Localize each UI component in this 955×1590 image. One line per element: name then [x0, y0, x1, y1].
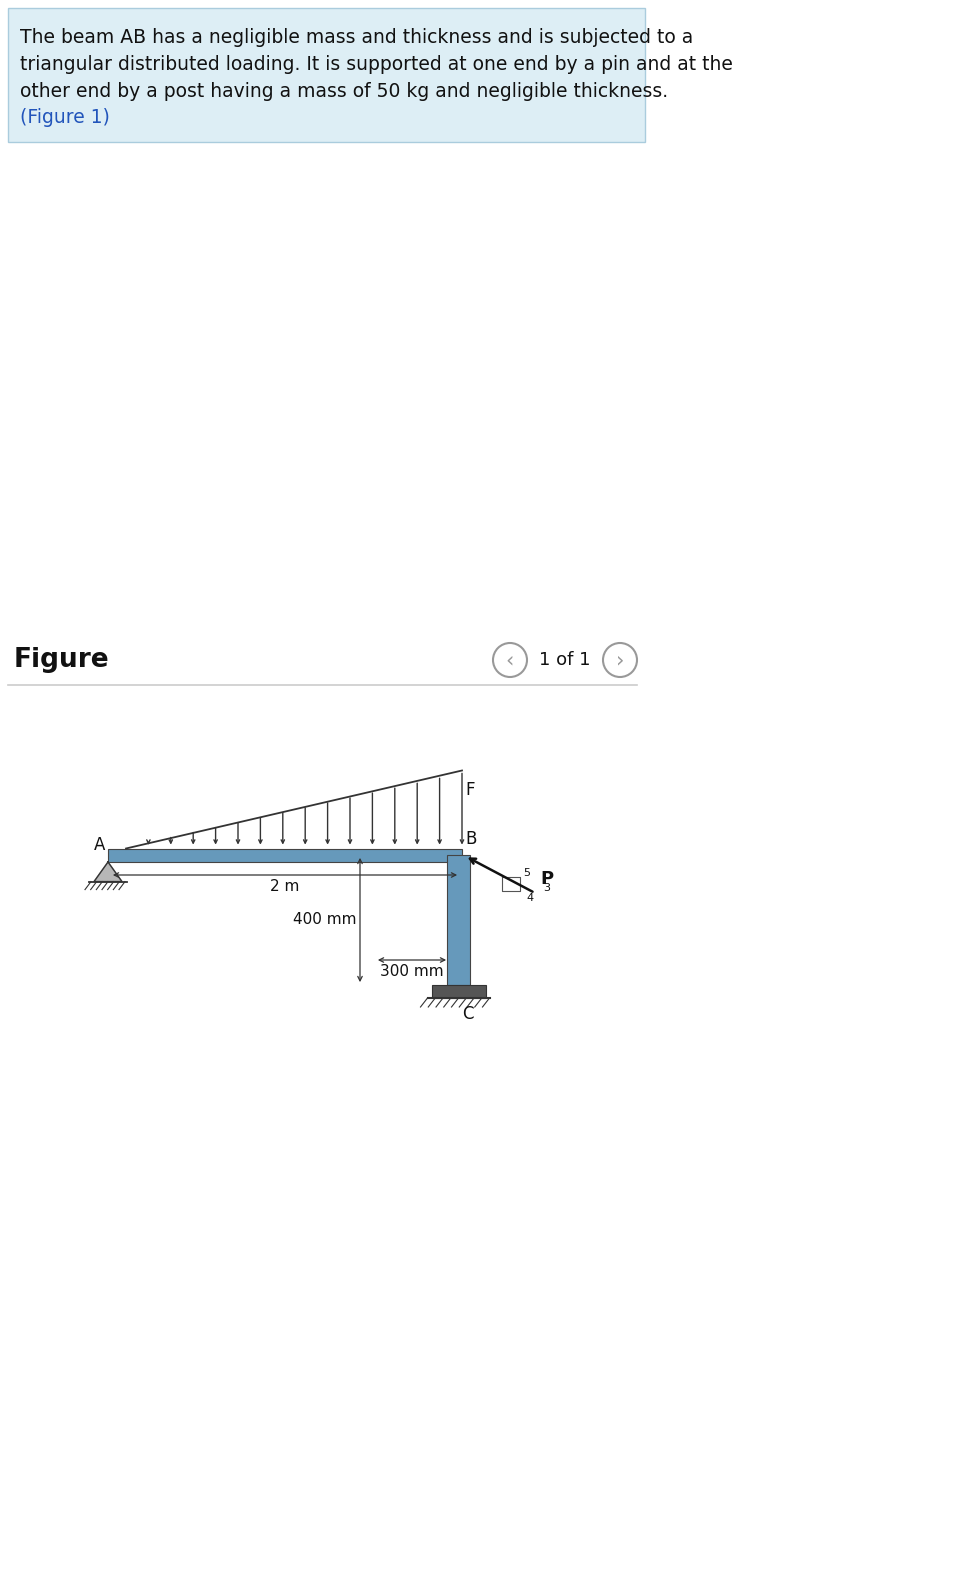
Text: 2 m: 2 m	[270, 879, 300, 894]
Text: 3: 3	[543, 882, 550, 894]
Text: 400 mm: 400 mm	[292, 913, 356, 927]
Text: C: C	[462, 1005, 474, 1022]
Text: other end by a post having a mass of 50 kg and negligible thickness.: other end by a post having a mass of 50 …	[20, 83, 668, 102]
Text: ›: ›	[616, 650, 625, 669]
Polygon shape	[94, 862, 122, 881]
Text: ‹: ‹	[506, 650, 514, 669]
Text: (Figure 1): (Figure 1)	[20, 108, 110, 127]
Text: P: P	[540, 870, 553, 887]
Bar	[447, 855, 470, 984]
Text: F: F	[465, 781, 475, 800]
Text: 5: 5	[523, 868, 530, 878]
Text: 4: 4	[526, 894, 534, 903]
Text: 300 mm: 300 mm	[380, 964, 444, 979]
Text: A: A	[94, 836, 105, 854]
FancyBboxPatch shape	[8, 8, 645, 142]
Text: Figure: Figure	[14, 647, 110, 673]
Text: The beam AB has a negligible mass and thickness and is subjected to a: The beam AB has a negligible mass and th…	[20, 29, 693, 48]
Text: 1 of 1: 1 of 1	[540, 650, 591, 669]
Bar	[432, 984, 485, 999]
Text: B: B	[465, 830, 477, 847]
Text: triangular distributed loading. It is supported at one end by a pin and at the: triangular distributed loading. It is su…	[20, 56, 732, 75]
Bar	[108, 849, 462, 862]
